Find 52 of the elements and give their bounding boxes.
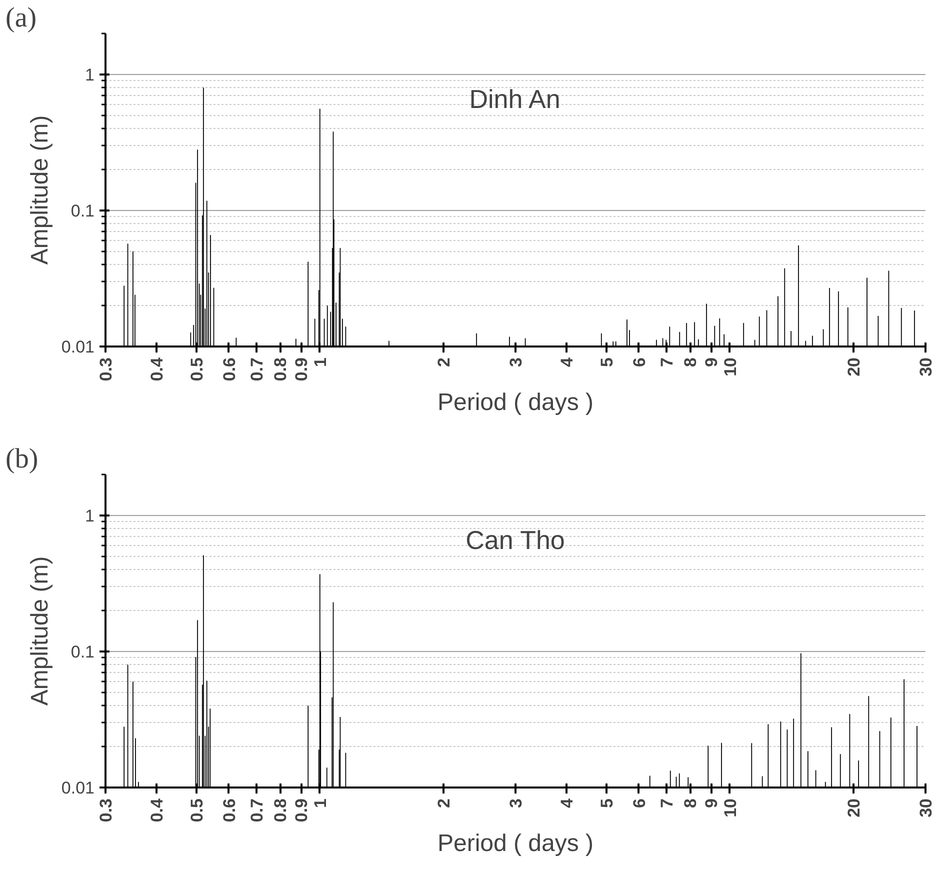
x-tick-label: 0.9 <box>292 798 312 822</box>
x-tick-label: 0.5 <box>187 357 206 382</box>
y-tick-label: 0.1 <box>70 642 95 662</box>
text: Dinh An <box>469 84 560 114</box>
x-tick-label: 30 <box>916 357 936 376</box>
x-tick-label: 2 <box>434 357 454 367</box>
x-tick-label: 10 <box>720 357 740 376</box>
x-tick-label: 20 <box>844 798 864 818</box>
x-tick-label: 0.3 <box>96 798 116 822</box>
y-tick-label: 1 <box>85 65 95 84</box>
x-tick-label: 5 <box>597 798 616 808</box>
x-tick-label: 8 <box>681 357 700 367</box>
x-tick-label: 0.7 <box>247 357 266 382</box>
x-axis-title: Period ( days ) <box>437 389 594 416</box>
x-tick-label: 3 <box>506 357 526 367</box>
y-tick-label: 0.01 <box>61 338 95 356</box>
x-tick-label: 3 <box>506 798 526 808</box>
x-tick-label: 6 <box>630 798 649 808</box>
x-tick-label: 4 <box>558 798 577 808</box>
y-axis-title: Amplitude (m) <box>26 115 54 265</box>
x-tick-label: 9 <box>702 798 722 808</box>
y-tick-label: 0.1 <box>70 201 95 220</box>
x-tick-label: 0.9 <box>292 357 312 382</box>
x-tick-label: 1 <box>310 357 330 367</box>
x-tick-label: 6 <box>630 357 649 367</box>
x-tick-label: 0.4 <box>148 356 167 382</box>
y-tick-label: 0.01 <box>61 778 95 798</box>
x-tick-label: 4 <box>558 356 577 367</box>
x-tick-label: 7 <box>657 798 676 808</box>
x-tick-label: 5 <box>597 357 616 367</box>
x-tick-label: 10 <box>720 798 740 818</box>
x-tick-label: 0.7 <box>247 798 266 822</box>
x-tick-label: 0.6 <box>220 798 239 822</box>
x-tick-label: 0.5 <box>187 798 206 822</box>
x-tick-label: 0.6 <box>220 357 239 382</box>
text: (b) <box>6 444 38 474</box>
x-tick-label: 0.8 <box>271 798 290 822</box>
x-tick-label: 20 <box>844 357 864 376</box>
x-tick-label: 0.3 <box>96 357 116 382</box>
text: Can Tho <box>466 524 565 555</box>
x-tick-label: 9 <box>702 357 722 367</box>
x-tick-label: 1 <box>310 798 330 808</box>
y-tick-label: 1 <box>85 506 95 526</box>
y-axis-title: Amplitude (m) <box>26 556 54 706</box>
x-axis-title: Period ( days ) <box>437 830 594 858</box>
text: (a) <box>6 2 37 34</box>
x-tick-label: 0.8 <box>271 357 290 382</box>
x-tick-label: 0.4 <box>148 798 167 822</box>
x-tick-label: 2 <box>434 798 454 808</box>
x-tick-label: 30 <box>916 798 936 818</box>
x-tick-label: 8 <box>681 798 700 808</box>
x-tick-label: 7 <box>657 357 676 367</box>
